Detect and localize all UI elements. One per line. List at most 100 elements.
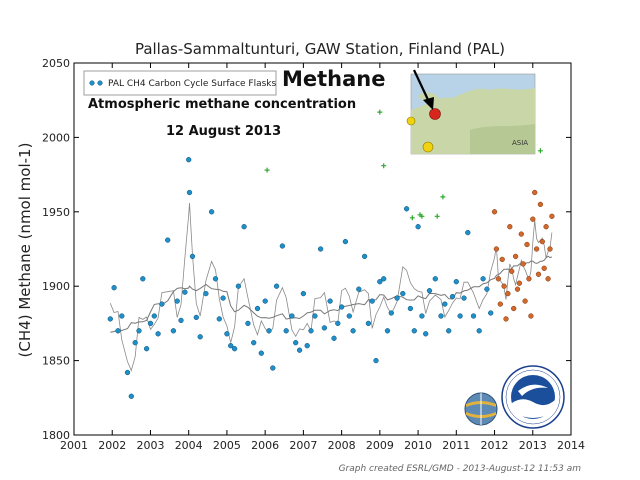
map-pointer-arrowhead bbox=[423, 97, 434, 110]
flask-point bbox=[289, 313, 295, 319]
flask-point bbox=[251, 340, 257, 346]
flask-point bbox=[216, 316, 222, 322]
flask-point bbox=[346, 313, 352, 319]
x-tick-label: 2005 bbox=[213, 439, 241, 452]
preliminary-point bbox=[509, 268, 515, 274]
y-axis-label: (CH4) Methane (nmol mol-1) bbox=[16, 143, 34, 358]
flask-point bbox=[155, 331, 161, 337]
flask-point bbox=[186, 157, 192, 163]
flask-point bbox=[197, 334, 203, 340]
preliminary-point bbox=[507, 224, 513, 230]
flask-point bbox=[384, 328, 391, 334]
x-tick-label: 2008 bbox=[328, 439, 356, 452]
flask-point bbox=[115, 328, 121, 334]
preliminary-point bbox=[491, 209, 498, 215]
legend: PAL CH4 Carbon Cycle Surface Flasks bbox=[83, 70, 277, 96]
flask-point bbox=[411, 328, 417, 334]
flask-point bbox=[182, 289, 188, 295]
y-tick-label: 1950 bbox=[42, 206, 70, 219]
flask-point bbox=[442, 301, 448, 307]
flask-point bbox=[165, 237, 171, 243]
preliminary-point bbox=[505, 290, 511, 297]
flask-point bbox=[365, 320, 372, 327]
preliminary-point bbox=[526, 276, 532, 282]
preliminary-point bbox=[539, 238, 545, 245]
flask-point bbox=[279, 243, 286, 249]
flask-point bbox=[178, 317, 184, 324]
flask-point bbox=[484, 286, 490, 292]
trend-line bbox=[110, 255, 553, 333]
preliminary-point bbox=[524, 241, 530, 248]
flask-point bbox=[480, 276, 486, 282]
flask-point bbox=[159, 301, 165, 307]
flask-point bbox=[327, 298, 333, 304]
flask-point bbox=[381, 276, 387, 282]
flask-point bbox=[470, 313, 477, 319]
x-tick-label: 2013 bbox=[519, 439, 547, 452]
preliminary-point bbox=[547, 246, 553, 252]
flask-point bbox=[189, 253, 196, 260]
flask-point bbox=[388, 310, 394, 316]
flask-point bbox=[151, 313, 157, 319]
x-tick-label: 2009 bbox=[366, 439, 394, 452]
flask-point bbox=[128, 393, 134, 399]
rejected-point bbox=[440, 194, 446, 200]
flask-point bbox=[224, 331, 230, 337]
map-land bbox=[470, 124, 535, 154]
x-tick-label: 2012 bbox=[481, 439, 509, 452]
preliminary-point bbox=[528, 313, 534, 319]
preliminary-point bbox=[541, 265, 547, 271]
x-tick-label: 2003 bbox=[136, 439, 164, 452]
flask-point bbox=[419, 313, 425, 319]
preliminary-point bbox=[537, 201, 544, 208]
flask-point bbox=[193, 314, 199, 321]
flask-point bbox=[174, 298, 180, 304]
flask-point bbox=[304, 343, 310, 349]
preliminary-point bbox=[522, 298, 528, 304]
noaa-logo-wave bbox=[512, 399, 555, 418]
preliminary-point bbox=[514, 286, 521, 292]
flask-point bbox=[400, 290, 406, 297]
map-pointer-arrow bbox=[413, 69, 431, 105]
flask-point bbox=[423, 331, 429, 337]
flask-point bbox=[394, 295, 400, 301]
y-tick-label: 1900 bbox=[42, 280, 70, 293]
flask-point bbox=[373, 357, 379, 364]
flask-point bbox=[235, 283, 242, 289]
flask-point bbox=[317, 246, 324, 252]
preliminary-point bbox=[530, 216, 536, 222]
preliminary-point bbox=[535, 271, 542, 277]
headline-annotation: Methane bbox=[282, 67, 386, 91]
flask-point bbox=[453, 279, 459, 285]
preliminary-point bbox=[497, 301, 503, 307]
flask-point bbox=[296, 347, 303, 353]
flask-point bbox=[186, 189, 193, 196]
flask-point bbox=[132, 340, 138, 346]
flask-point bbox=[331, 335, 337, 341]
rejected-point bbox=[434, 213, 440, 219]
flask-point bbox=[308, 328, 314, 334]
x-tick-label: 2010 bbox=[404, 439, 432, 452]
flask-point bbox=[321, 325, 328, 331]
credit-text: Graph created ESRL/GMD - 2013-August-12 … bbox=[339, 464, 582, 474]
preliminary-point bbox=[516, 280, 523, 286]
map-marker-yellow bbox=[406, 116, 416, 126]
legend-marker bbox=[97, 80, 103, 86]
flask-point bbox=[335, 320, 341, 327]
chart-title: Pallas-Sammaltunturi, GAW Station, Finla… bbox=[135, 40, 505, 58]
date-annotation: 12 August 2013 bbox=[166, 124, 281, 139]
rejected-point bbox=[381, 163, 387, 169]
flask-point bbox=[147, 320, 154, 327]
flask-point bbox=[415, 224, 421, 230]
smoothed-curve bbox=[109, 202, 553, 372]
flask-point bbox=[476, 328, 482, 334]
preliminary-point bbox=[518, 231, 524, 237]
flask-point bbox=[119, 313, 125, 319]
flask-point bbox=[273, 283, 280, 289]
flask-point bbox=[465, 229, 471, 236]
x-tick-label: 2001 bbox=[60, 439, 88, 452]
flask-point bbox=[170, 328, 177, 334]
preliminary-point bbox=[549, 213, 555, 219]
flask-point bbox=[254, 305, 261, 312]
